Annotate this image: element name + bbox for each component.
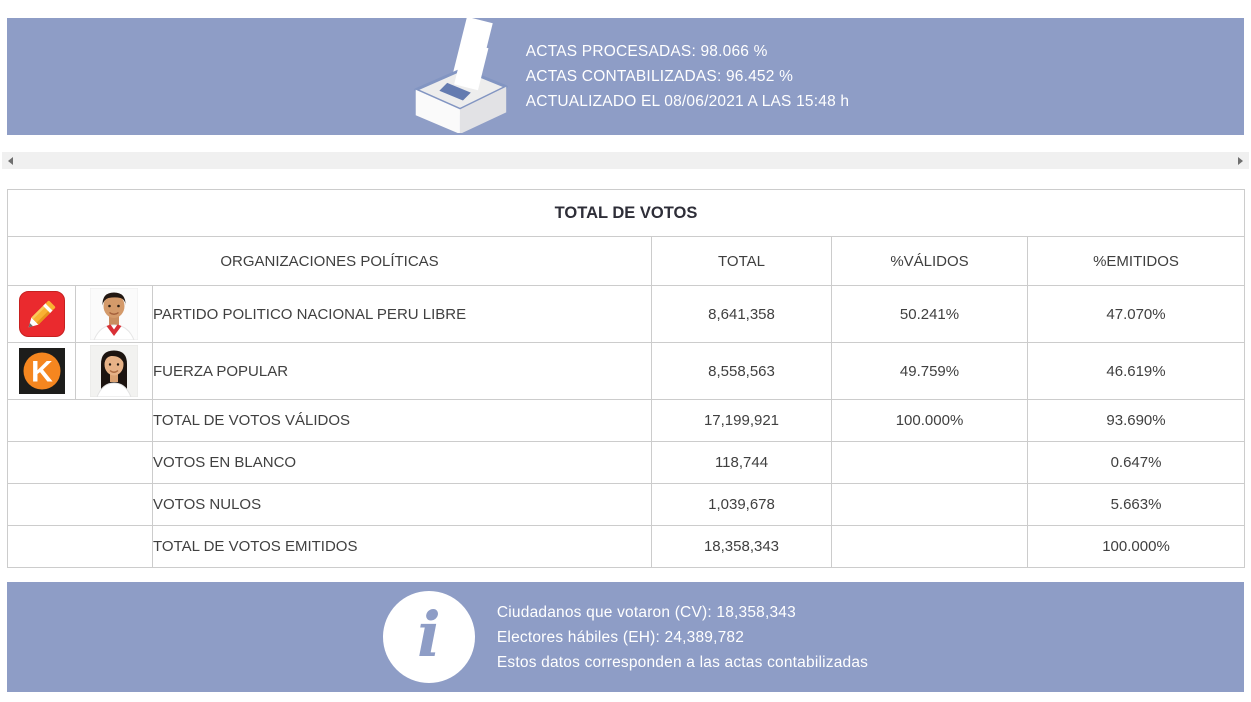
table-header-row: ORGANIZACIONES POLÍTICAS TOTAL %VÁLIDOS … xyxy=(7,236,1245,286)
party-emitidos: 46.619% xyxy=(1027,342,1245,400)
summary-validos xyxy=(831,525,1028,568)
empty-cell xyxy=(7,399,153,442)
table-title: TOTAL DE VOTOS xyxy=(7,189,1245,237)
total-votes-table: TOTAL DE VOTOS ORGANIZACIONES POLÍTICAS … xyxy=(7,189,1245,568)
summary-label: TOTAL DE VOTOS EMITIDOS xyxy=(152,525,652,568)
summary-validos xyxy=(831,441,1028,484)
summary-total: 18,358,343 xyxy=(651,525,832,568)
electores-habiles-line: Electores hábiles (EH): 24,389,782 xyxy=(496,628,745,646)
party-validos: 50.241% xyxy=(831,285,1028,343)
summary-total: 118,744 xyxy=(651,441,832,484)
horizontal-scrollbar[interactable] xyxy=(2,152,1249,169)
summary-emitidos: 5.663% xyxy=(1027,483,1245,526)
ciudadanos-votaron-line: Ciudadanos que votaron (CV): 18,358,343 xyxy=(496,603,796,621)
party-name: FUERZA POPULAR xyxy=(152,342,652,400)
empty-cell xyxy=(7,483,153,526)
scroll-right-button[interactable] xyxy=(1232,152,1249,169)
summary-label: VOTOS EN BLANCO xyxy=(152,441,652,484)
summary-label: TOTAL DE VOTOS VÁLIDOS xyxy=(152,399,652,442)
info-i-glyph: i xyxy=(417,598,441,671)
empty-cell xyxy=(7,441,153,484)
summary-validos xyxy=(831,483,1028,526)
party-validos: 49.759% xyxy=(831,342,1028,400)
info-footer-banner: i Ciudadanos que votaron (CV): 18,358,34… xyxy=(7,582,1244,692)
summary-label: VOTOS NULOS xyxy=(152,483,652,526)
summary-total: 1,039,678 xyxy=(651,483,832,526)
actualizado-line: ACTUALIZADO EL 08/06/2021 A LAS 15:48 h xyxy=(525,93,850,110)
datos-corresponden-line: Estos datos corresponden a las actas con… xyxy=(496,653,869,671)
scroll-left-button[interactable] xyxy=(2,152,19,169)
org-column-header: ORGANIZACIONES POLÍTICAS xyxy=(7,236,652,286)
fuerza-popular-k-logo: K xyxy=(18,348,65,394)
pedro-castillo-photo xyxy=(89,287,139,341)
summary-emitidos: 0.647% xyxy=(1027,441,1245,484)
actas-procesadas-line: ACTAS PROCESADAS: 98.066 % xyxy=(525,43,768,60)
table-row-votos-blanco: VOTOS EN BLANCO 118,744 0.647% xyxy=(7,441,1245,484)
party-total: 8,558,563 xyxy=(651,342,832,400)
scroll-right-arrow-icon xyxy=(1238,156,1243,165)
summary-total: 17,199,921 xyxy=(651,399,832,442)
candidate-photo-cell xyxy=(75,285,153,343)
party-name: PARTIDO POLITICO NACIONAL PERU LIBRE xyxy=(152,285,652,343)
summary-emitidos: 93.690% xyxy=(1027,399,1245,442)
table-row-votos-nulos: VOTOS NULOS 1,039,678 5.663% xyxy=(7,483,1245,526)
peru-libre-pencil-logo xyxy=(18,291,65,337)
ballot-box-icon xyxy=(402,15,516,138)
empty-cell xyxy=(7,525,153,568)
results-header-banner: ACTAS PROCESADAS: 98.066 % ACTAS CONTABI… xyxy=(7,15,1244,138)
scroll-left-arrow-icon xyxy=(8,156,13,165)
table-row-votos-emitidos: TOTAL DE VOTOS EMITIDOS 18,358,343 100.0… xyxy=(7,525,1245,568)
party-logo-cell: K xyxy=(7,342,76,400)
total-column-header: TOTAL xyxy=(651,236,832,286)
party-total: 8,641,358 xyxy=(651,285,832,343)
svg-text:K: K xyxy=(31,356,53,389)
candidate-photo-cell xyxy=(75,342,153,400)
table-row-fuerza-popular: K xyxy=(7,342,1245,400)
info-icon: i xyxy=(382,591,475,683)
summary-emitidos: 100.000% xyxy=(1027,525,1245,568)
table-row-votos-validos: TOTAL DE VOTOS VÁLIDOS 17,199,921 100.00… xyxy=(7,399,1245,442)
table-row-peru-libre: PARTIDO POLITICO NACIONAL PERU LIBRE 8,6… xyxy=(7,285,1245,343)
emitidos-column-header: %EMITIDOS xyxy=(1027,236,1245,286)
actas-contabilizadas-line: ACTAS CONTABILIZADAS: 96.452 % xyxy=(525,68,794,85)
keiko-fujimori-photo xyxy=(89,344,139,398)
party-logo-cell xyxy=(7,285,76,343)
summary-validos: 100.000% xyxy=(831,399,1028,442)
validos-column-header: %VÁLIDOS xyxy=(831,236,1028,286)
table-title-row: TOTAL DE VOTOS xyxy=(7,189,1245,237)
party-emitidos: 47.070% xyxy=(1027,285,1245,343)
